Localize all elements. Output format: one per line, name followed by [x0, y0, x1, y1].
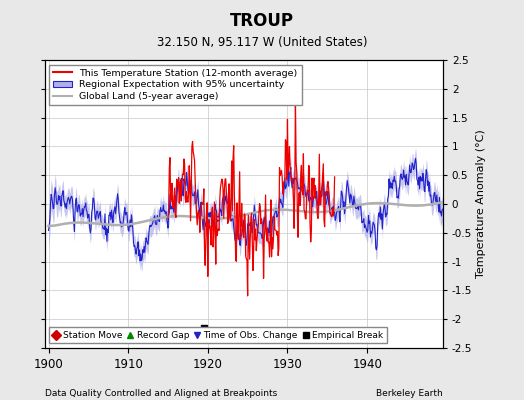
Text: TROUP: TROUP — [230, 12, 294, 30]
Text: Berkeley Earth: Berkeley Earth — [376, 389, 443, 398]
Legend: Station Move, Record Gap, Time of Obs. Change, Empirical Break: Station Move, Record Gap, Time of Obs. C… — [49, 327, 387, 344]
Y-axis label: Temperature Anomaly (°C): Temperature Anomaly (°C) — [476, 130, 486, 278]
Text: Data Quality Controlled and Aligned at Breakpoints: Data Quality Controlled and Aligned at B… — [45, 389, 277, 398]
Text: 32.150 N, 95.117 W (United States): 32.150 N, 95.117 W (United States) — [157, 36, 367, 49]
